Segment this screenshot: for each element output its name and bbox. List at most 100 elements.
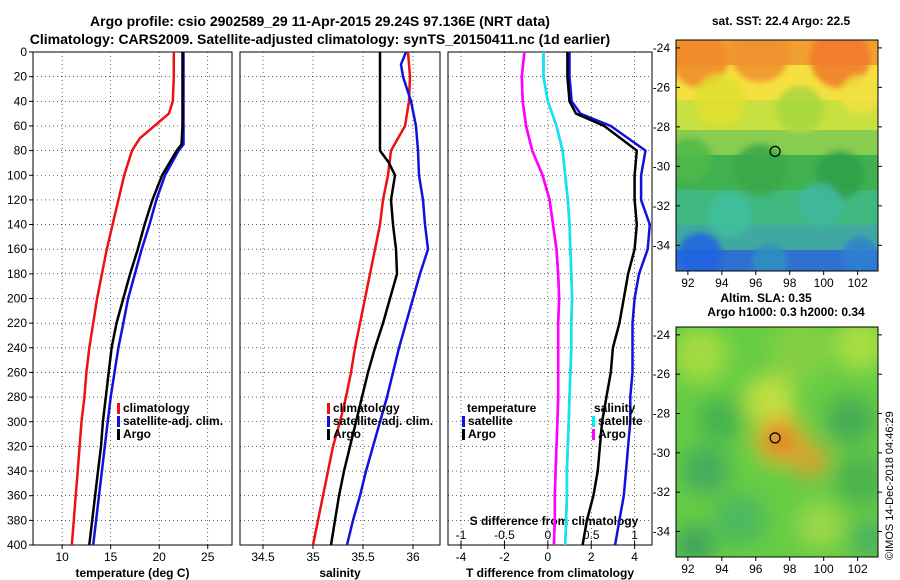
legend-salinity-label: satellite-adj. clim.: [333, 414, 433, 428]
legend-temperature-label: satellite-adj. clim.: [123, 414, 223, 428]
sst-blob: [798, 183, 842, 227]
salinity-satellite-adj-line: [345, 51, 430, 546]
legend-diff-temperature-swatch: [462, 429, 465, 440]
legend-diff-salinity-swatch: [592, 416, 595, 427]
y-tick-label: 400: [7, 538, 27, 552]
sst-blob: [752, 244, 788, 271]
y-tick-label: 140: [7, 218, 27, 232]
y-tick-label: 200: [7, 292, 27, 306]
sst-blob: [776, 86, 824, 134]
legend-salinity-label: Argo: [333, 427, 361, 441]
sla-blob: [676, 327, 728, 383]
sla-map-float-marker: [769, 432, 781, 444]
sst-map-lon-label: 98: [783, 276, 797, 290]
x-tick-label: 34.5: [251, 550, 275, 564]
x-tick-label: 15: [104, 550, 118, 564]
temperature-diff-argo-line: [566, 52, 639, 546]
sst-blob: [694, 74, 746, 126]
sla-blob: [744, 374, 796, 426]
y-tick-label: 120: [7, 193, 27, 207]
x-axis-label: temperature (deg C): [75, 566, 189, 580]
x-tick-label: 10: [55, 550, 69, 564]
y-tick-label: 320: [7, 439, 27, 453]
sla-map-field: [676, 327, 878, 557]
sst-blob: [678, 233, 722, 271]
sst-map-lat-label: -26: [653, 80, 671, 94]
sla-blob: [834, 454, 878, 506]
sst-map-lat-label: -28: [653, 120, 671, 134]
sla-map-lon-label: 96: [749, 562, 763, 576]
x-tick-label: -2: [499, 550, 510, 564]
x-tick-label: 20: [153, 550, 167, 564]
sla-map-lon-label: 92: [681, 562, 695, 576]
sla-blob: [796, 501, 844, 549]
sla-map-lat-label: -24: [653, 328, 671, 342]
sst-map-float-marker: [769, 145, 781, 157]
y-tick-label: 0: [20, 45, 27, 59]
sst-blob: [840, 75, 878, 115]
y-tick-label: 180: [7, 267, 27, 281]
legend-diff-salinity-title: salinity: [594, 401, 636, 415]
sla-map-lat-label: -26: [653, 367, 671, 381]
sla-map-lon-label: 94: [715, 562, 729, 576]
y-tick-label: 260: [7, 365, 27, 379]
y-tick-label: 280: [7, 390, 27, 404]
x-tick-label: 25: [201, 550, 215, 564]
sst-map-lon-label: 96: [749, 276, 763, 290]
y-tick-label: 340: [7, 464, 27, 478]
sst-map-axes: -24 -26 -28 -30 -32 -34 92 94 96 98 100 102: [653, 39, 882, 290]
salinity-diff-argo-line-top: [520, 51, 561, 546]
sst-map-lat-label: -34: [653, 238, 671, 252]
sst-map-lon-label: 102: [848, 276, 868, 290]
x-tick-label: 35: [306, 550, 320, 564]
y-tick-label: 60: [14, 119, 28, 133]
sla-blob: [850, 520, 878, 557]
legend-diff-salinity-label: satellite: [598, 414, 643, 428]
x2-tick-label: 0.5: [583, 528, 600, 542]
y-tick-label: 240: [7, 341, 27, 355]
x-tick-label: -4: [456, 550, 467, 564]
x2-tick-label: -0.5: [494, 528, 515, 542]
x-axis-label: T difference from climatology: [466, 566, 634, 580]
profile-panel-1: 0 20 40 60 80 100 120 140 160 180 200 220 240 260 280 3…: [7, 45, 233, 580]
legend-diff-temperature-label: satellite: [468, 414, 513, 428]
sst-map-frame: [675, 39, 879, 272]
sla-map-lon-label: 102: [848, 562, 868, 576]
y-tick-label: 80: [14, 144, 28, 158]
panel-frame: [32, 51, 233, 546]
sla-blob: [826, 396, 874, 444]
sla-map-lat-label: -32: [653, 485, 671, 499]
sla-texture: [676, 327, 878, 557]
legend-diff-temperature-swatch: [462, 416, 465, 427]
legend-salinity-label: climatology: [333, 401, 400, 415]
x-tick-label: 4: [631, 550, 638, 564]
salinity-climatology-line: [311, 51, 412, 546]
x-tick-label: 0: [544, 550, 551, 564]
x-tick-label: 2: [588, 550, 595, 564]
sst-texture: [676, 40, 878, 271]
sla-map-lon-label: 100: [814, 562, 834, 576]
legend-salinity-swatch: [327, 429, 330, 440]
sla-map-lon-label: 98: [783, 562, 797, 576]
salinity-argo-line: [329, 52, 399, 546]
sst-blob: [842, 237, 878, 271]
x-tick-label: 35.5: [351, 550, 375, 564]
legend-diff-salinity-swatch: [592, 429, 595, 440]
y-tick-label: 20: [14, 70, 28, 84]
legend-diff-temperature-title: temperature: [467, 401, 537, 415]
legend-temperature-label: climatology: [123, 401, 190, 415]
sst-map-field: [676, 40, 878, 271]
sla-map-title-line1: Altim. SLA: 0.35: [720, 291, 812, 305]
y-tick-label: 160: [7, 242, 27, 256]
y-tick-label: 40: [14, 94, 28, 108]
sla-map-frame: [675, 326, 879, 558]
legend-salinity-swatch: [327, 403, 330, 414]
sst-map-lat-label: -24: [653, 41, 671, 55]
salinity-diff-satellite-line: [542, 52, 574, 546]
x-axis-label: salinity: [319, 566, 361, 580]
x2-tick-label: -1: [456, 528, 467, 542]
legend-temperature-label: Argo: [123, 427, 151, 441]
legend-salinity-swatch: [327, 416, 330, 427]
temperature-satellite-adj-line: [91, 52, 185, 546]
